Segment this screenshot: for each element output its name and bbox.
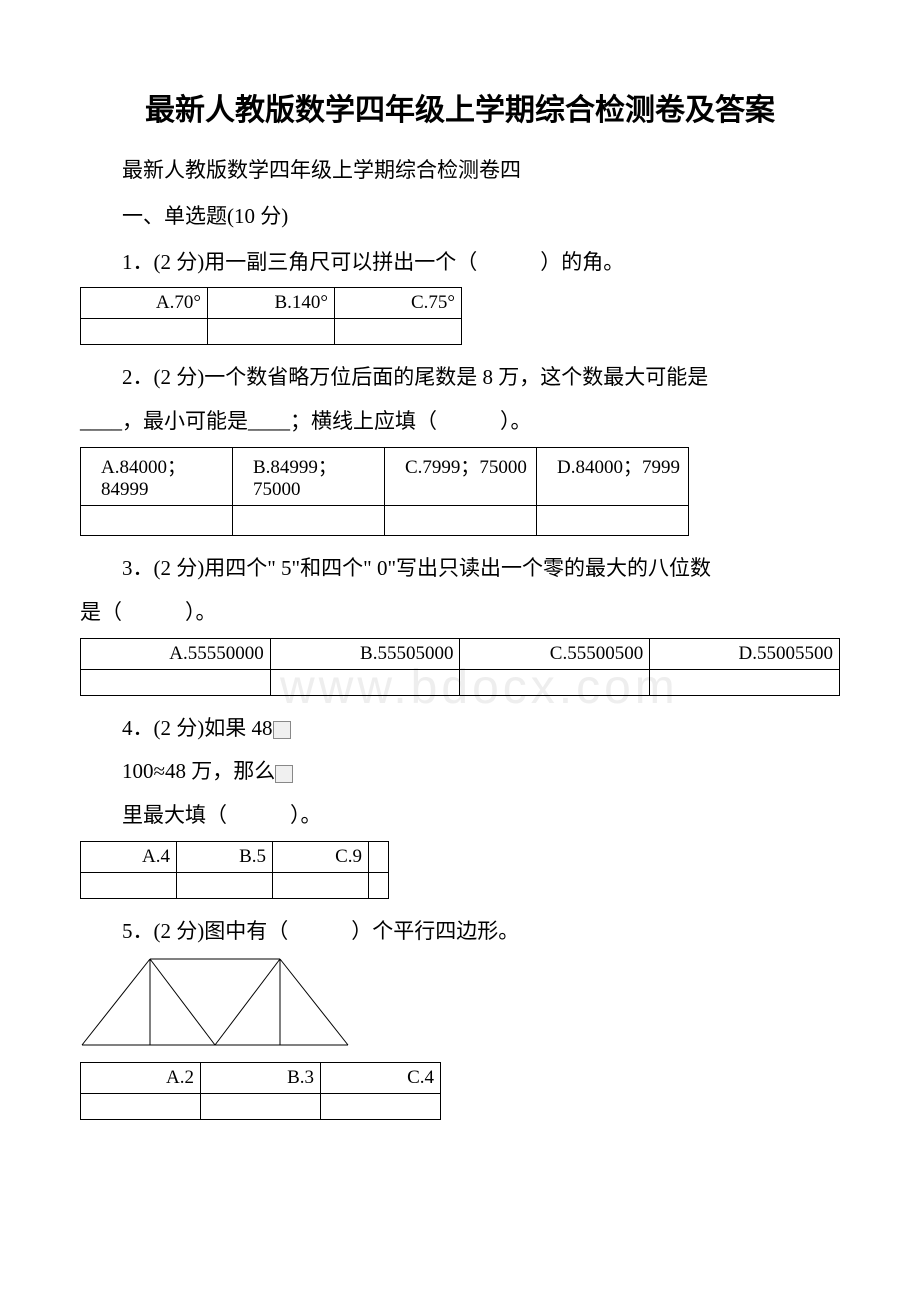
empty-cell xyxy=(177,872,273,898)
table-row xyxy=(81,505,689,535)
empty-cell xyxy=(81,872,177,898)
question-4-text-a: 4．(2 分)如果 48 xyxy=(122,716,273,740)
option-cell: A.2 xyxy=(81,1062,201,1093)
question-4-line3: 里最大填（ ）。 xyxy=(80,797,840,835)
question-3-line1: 3．(2 分)用四个" 5"和四个" 0"写出只读出一个零的最大的八位数 xyxy=(80,550,840,588)
empty-cell xyxy=(460,669,650,695)
empty-cell xyxy=(208,319,335,345)
question-2-line2: ____，最小可能是____；横线上应填（ ）。 xyxy=(80,403,840,441)
table-row: A.84000；84999 B.84999；75000 C.7999；75000… xyxy=(81,447,689,505)
option-cell: B.140° xyxy=(208,288,335,319)
option-cell: C.7999；75000 xyxy=(385,447,537,505)
empty-cell xyxy=(233,505,385,535)
table-row: A.4 B.5 C.9 xyxy=(81,841,389,872)
table-row xyxy=(81,1093,441,1119)
option-cell: B.5 xyxy=(177,841,273,872)
question-1: 1．(2 分)用一副三角尺可以拼出一个（ ）的角。 xyxy=(80,244,840,282)
option-cell: D.84000；7999 xyxy=(537,447,689,505)
question-2-line1: 2．(2 分)一个数省略万位后面的尾数是 8 万，这个数最大可能是 xyxy=(80,359,840,397)
question-5: 5．(2 分)图中有（ ）个平行四边形。 xyxy=(80,913,840,951)
page-title: 最新人教版数学四年级上学期综合检测卷及答案 xyxy=(80,90,840,132)
table-row xyxy=(81,319,462,345)
empty-cell xyxy=(270,669,460,695)
table-row xyxy=(81,872,389,898)
empty-cell xyxy=(537,505,689,535)
question-2-options-table: A.84000；84999 B.84999；75000 C.7999；75000… xyxy=(80,447,689,536)
empty-cell xyxy=(81,505,233,535)
question-4-line1: 4．(2 分)如果 48 xyxy=(80,710,840,748)
blank-box-icon xyxy=(275,765,293,783)
section-heading: 一、单选题(10 分) xyxy=(80,198,840,236)
empty-cell xyxy=(201,1093,321,1119)
option-cell: C.9 xyxy=(273,841,369,872)
question-5-diagram xyxy=(80,957,840,1052)
question-3-options-table: A.55550000 B.55505000 C.55500500 D.55005… xyxy=(80,638,840,696)
option-cell: D.55005500 xyxy=(650,638,840,669)
question-5-options-table: A.2 B.3 C.4 xyxy=(80,1062,441,1120)
question-3-line2: 是（ ）。 xyxy=(80,594,840,632)
table-row xyxy=(81,669,840,695)
empty-cell xyxy=(385,505,537,535)
empty-cell xyxy=(369,841,389,872)
option-cell: B.55505000 xyxy=(270,638,460,669)
empty-cell xyxy=(650,669,840,695)
subtitle: 最新人教版数学四年级上学期综合检测卷四 xyxy=(80,152,840,190)
question-4-text-b: 100≈48 万，那么 xyxy=(122,759,275,783)
table-row: A.70° B.140° C.75° xyxy=(81,288,462,319)
empty-cell xyxy=(81,1093,201,1119)
parallelogram-diagram-icon xyxy=(80,957,350,1047)
option-cell: C.55500500 xyxy=(460,638,650,669)
question-4-options-table: A.4 B.5 C.9 xyxy=(80,841,389,899)
empty-cell xyxy=(81,669,271,695)
option-cell: A.84000；84999 xyxy=(81,447,233,505)
empty-cell xyxy=(369,872,389,898)
option-cell: C.4 xyxy=(321,1062,441,1093)
blank-box-icon xyxy=(273,721,291,739)
table-row: A.2 B.3 C.4 xyxy=(81,1062,441,1093)
empty-cell xyxy=(321,1093,441,1119)
question-4-line2: 100≈48 万，那么 xyxy=(80,753,840,791)
table-row: A.55550000 B.55505000 C.55500500 D.55005… xyxy=(81,638,840,669)
empty-cell xyxy=(335,319,462,345)
empty-cell xyxy=(273,872,369,898)
question-1-options-table: A.70° B.140° C.75° xyxy=(80,287,462,345)
option-cell: B.3 xyxy=(201,1062,321,1093)
option-cell: A.55550000 xyxy=(81,638,271,669)
option-cell: B.84999；75000 xyxy=(233,447,385,505)
option-cell: C.75° xyxy=(335,288,462,319)
option-cell: A.70° xyxy=(81,288,208,319)
option-cell: A.4 xyxy=(81,841,177,872)
empty-cell xyxy=(81,319,208,345)
